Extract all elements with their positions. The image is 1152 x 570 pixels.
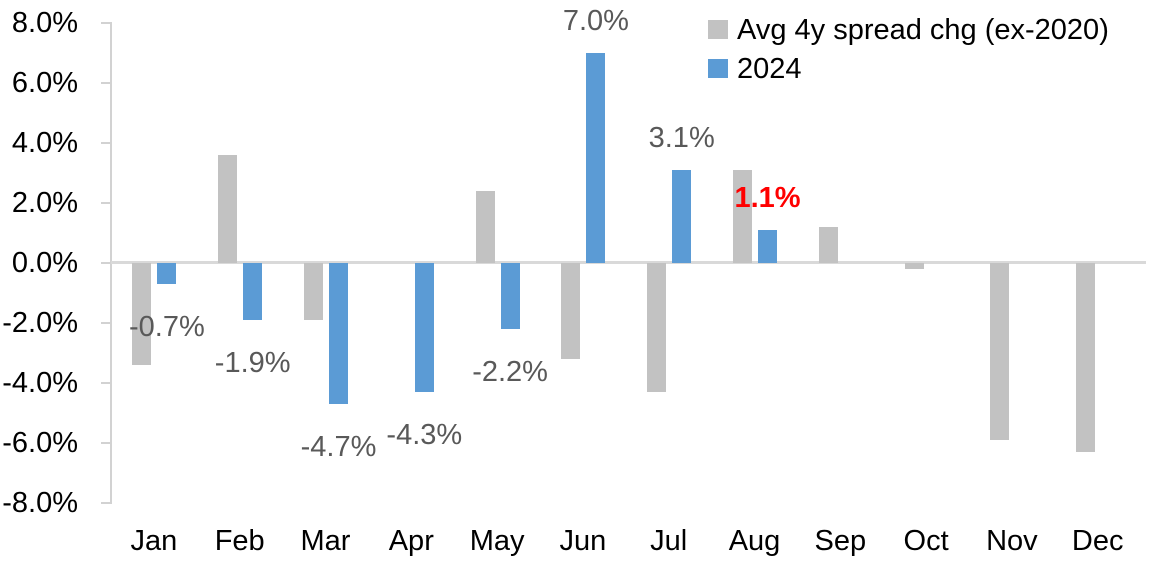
data-label-feb: -1.9% xyxy=(214,346,291,379)
legend-item-2024: 2024 xyxy=(708,49,1109,88)
y-tick-label: -6.0% xyxy=(2,426,78,459)
y-tick-mark xyxy=(101,81,111,84)
y-tick-mark xyxy=(101,261,111,264)
bar-avg-4y-spread-chg-ex-2020--mar xyxy=(304,262,323,320)
bar-2024-apr xyxy=(414,262,434,392)
legend-item-avg-spread: Avg 4y spread chg (ex-2020) xyxy=(708,10,1109,49)
x-label-mar: Mar xyxy=(300,525,351,557)
bar-avg-4y-spread-chg-ex-2020--aug xyxy=(733,169,752,263)
bar-avg-4y-spread-chg-ex-2020--feb xyxy=(218,154,238,263)
x-label-jan: Jan xyxy=(130,525,178,557)
y-tick-mark xyxy=(101,501,111,504)
y-tick-mark xyxy=(101,141,111,144)
bar-avg-4y-spread-chg-ex-2020--may xyxy=(475,190,495,263)
legend-label-2024: 2024 xyxy=(737,52,802,85)
y-tick-mark xyxy=(101,321,111,324)
legend-swatch-gray xyxy=(708,20,728,39)
zero-line xyxy=(111,261,1146,264)
bar-avg-4y-spread-chg-ex-2020--sep xyxy=(818,226,838,263)
bar-2024-mar xyxy=(329,262,348,404)
x-label-dec: Dec xyxy=(1071,525,1124,557)
y-tick-mark xyxy=(101,381,111,384)
bar-avg-4y-spread-chg-ex-2020--jun xyxy=(561,262,581,359)
y-tick-mark xyxy=(101,441,111,444)
bar-avg-4y-spread-chg-ex-2020--nov xyxy=(990,262,1010,440)
y-tick-label: 8.0% xyxy=(11,6,78,39)
bar-avg-4y-spread-chg-ex-2020--dec xyxy=(1076,262,1096,452)
data-label-jan: -0.7% xyxy=(129,310,205,343)
x-label-jun: Jun xyxy=(559,525,607,557)
x-label-sep: Sep xyxy=(814,525,867,557)
x-label-aug: Aug xyxy=(728,525,781,557)
y-tick-label: 6.0% xyxy=(11,66,78,99)
bar-2024-may xyxy=(500,262,520,329)
x-label-oct: Oct xyxy=(903,525,949,557)
y-tick-mark xyxy=(101,201,111,204)
data-label-apr: -4.3% xyxy=(386,418,463,451)
y-tick-label: -8.0% xyxy=(2,486,78,519)
bar-avg-4y-spread-chg-ex-2020--jul xyxy=(647,262,667,392)
y-tick-label: 4.0% xyxy=(11,126,78,159)
x-label-feb: Feb xyxy=(214,525,265,557)
x-label-apr: Apr xyxy=(388,525,434,557)
bar-2024-jan xyxy=(157,262,177,284)
x-label-jul: Jul xyxy=(650,525,688,557)
data-label-jun: 7.0% xyxy=(562,4,629,37)
bar-2024-aug xyxy=(758,229,777,263)
bar-avg-4y-spread-chg-ex-2020--oct xyxy=(904,262,924,269)
data-label-may: -2.2% xyxy=(472,355,548,388)
y-tick-label: 2.0% xyxy=(11,186,78,219)
y-tick-mark xyxy=(101,21,111,24)
bar-avg-4y-spread-chg-ex-2020--jan xyxy=(132,262,152,365)
legend-swatch-blue xyxy=(708,59,728,78)
y-tick-label: 0.0% xyxy=(11,246,78,279)
bar-2024-jun xyxy=(586,52,606,263)
bar-2024-jul xyxy=(672,169,692,263)
legend: Avg 4y spread chg (ex-2020) 2024 xyxy=(708,10,1109,88)
y-tick-label: -2.0% xyxy=(2,306,78,339)
data-label-mar: -4.7% xyxy=(300,430,377,463)
data-label-aug: 1.1% xyxy=(734,181,801,214)
y-tick-label: -4.0% xyxy=(2,366,78,399)
bar-2024-feb xyxy=(243,262,263,320)
x-label-nov: Nov xyxy=(986,525,1038,557)
data-label-jul: 3.1% xyxy=(648,121,715,154)
legend-label-avg-spread: Avg 4y spread chg (ex-2020) xyxy=(737,13,1109,46)
x-label-may: May xyxy=(469,525,525,557)
